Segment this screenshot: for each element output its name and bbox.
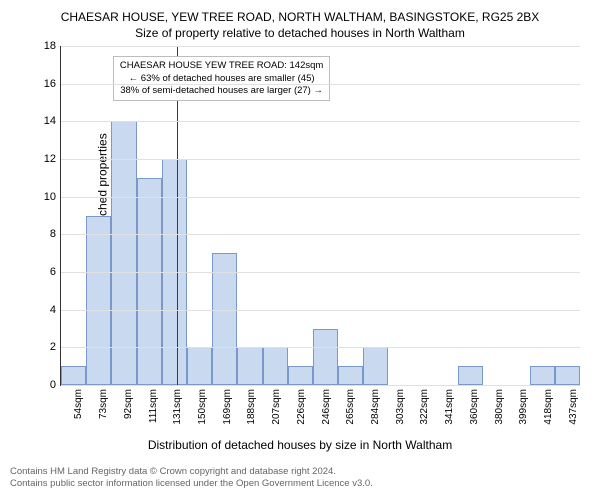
- x-tick-label: 303sqm: [395, 389, 406, 425]
- annotation-line1: CHAESAR HOUSE YEW TREE ROAD: 142sqm: [120, 60, 323, 72]
- bar: [86, 216, 111, 386]
- bar: [363, 347, 388, 385]
- x-tick-label: 322sqm: [419, 389, 430, 425]
- y-tick-label: 18: [44, 40, 56, 52]
- footer: Contains HM Land Registry data © Crown c…: [10, 466, 590, 491]
- bar: [61, 366, 86, 385]
- x-tick-label: 341sqm: [444, 389, 455, 425]
- x-tick-label: 284sqm: [370, 389, 381, 425]
- x-tick-label: 92sqm: [123, 389, 134, 419]
- gridline: [61, 272, 580, 273]
- x-tick-label: 246sqm: [321, 389, 332, 425]
- gridline: [61, 385, 580, 386]
- bar: [555, 366, 580, 385]
- bar: [530, 366, 555, 385]
- y-tick-label: 4: [50, 304, 56, 316]
- x-tick-label: 437sqm: [568, 389, 579, 425]
- gridline: [61, 121, 580, 122]
- bar: [288, 366, 313, 385]
- chart-title-sub: Size of property relative to detached ho…: [10, 26, 590, 40]
- gridline: [61, 84, 580, 85]
- bar: [137, 178, 162, 385]
- chart-title-main: CHAESAR HOUSE, YEW TREE ROAD, NORTH WALT…: [10, 10, 590, 24]
- y-tick-label: 2: [50, 341, 56, 353]
- y-tick-label: 12: [44, 153, 56, 165]
- x-tick-label: 380sqm: [494, 389, 505, 425]
- gridline: [61, 46, 580, 47]
- x-tick-label: 131sqm: [172, 389, 183, 425]
- y-tick-label: 16: [44, 78, 56, 90]
- x-tick-label: 150sqm: [197, 389, 208, 425]
- x-tick-label: 399sqm: [518, 389, 529, 425]
- footer-line1: Contains HM Land Registry data © Crown c…: [10, 466, 590, 478]
- bar: [263, 347, 288, 385]
- bar: [313, 329, 338, 386]
- gridline: [61, 197, 580, 198]
- x-tick-label: 360sqm: [469, 389, 480, 425]
- y-tick-label: 14: [44, 115, 56, 127]
- gridline: [61, 347, 580, 348]
- annotation-box: CHAESAR HOUSE YEW TREE ROAD: 142sqm ← 63…: [113, 56, 330, 101]
- x-tick-label: 418sqm: [543, 389, 554, 425]
- bar: [187, 347, 212, 385]
- x-tick-label: 54sqm: [73, 389, 84, 419]
- footer-line2: Contains public sector information licen…: [10, 478, 590, 490]
- x-tick-label: 169sqm: [222, 389, 233, 425]
- x-tick-label: 207sqm: [271, 389, 282, 425]
- x-tick-label: 73sqm: [98, 389, 109, 419]
- annotation-line3: 38% of semi-detached houses are larger (…: [120, 85, 323, 97]
- x-tick-label: 265sqm: [345, 389, 356, 425]
- x-tick-label: 188sqm: [246, 389, 257, 425]
- bar: [338, 366, 363, 385]
- chart-container: Number of detached properties CHAESAR HO…: [60, 46, 580, 386]
- y-tick-label: 8: [50, 228, 56, 240]
- gridline: [61, 310, 580, 311]
- y-tick-label: 10: [44, 191, 56, 203]
- x-tick-label: 226sqm: [296, 389, 307, 425]
- bar: [458, 366, 483, 385]
- x-axis-label: Distribution of detached houses by size …: [10, 438, 590, 452]
- gridline: [61, 159, 580, 160]
- x-tick-label: 111sqm: [148, 389, 159, 423]
- bar: [111, 121, 136, 385]
- y-tick-label: 6: [50, 266, 56, 278]
- y-tick-label: 0: [50, 379, 56, 391]
- bar: [237, 347, 262, 385]
- plot-area: CHAESAR HOUSE YEW TREE ROAD: 142sqm ← 63…: [60, 46, 580, 386]
- gridline: [61, 234, 580, 235]
